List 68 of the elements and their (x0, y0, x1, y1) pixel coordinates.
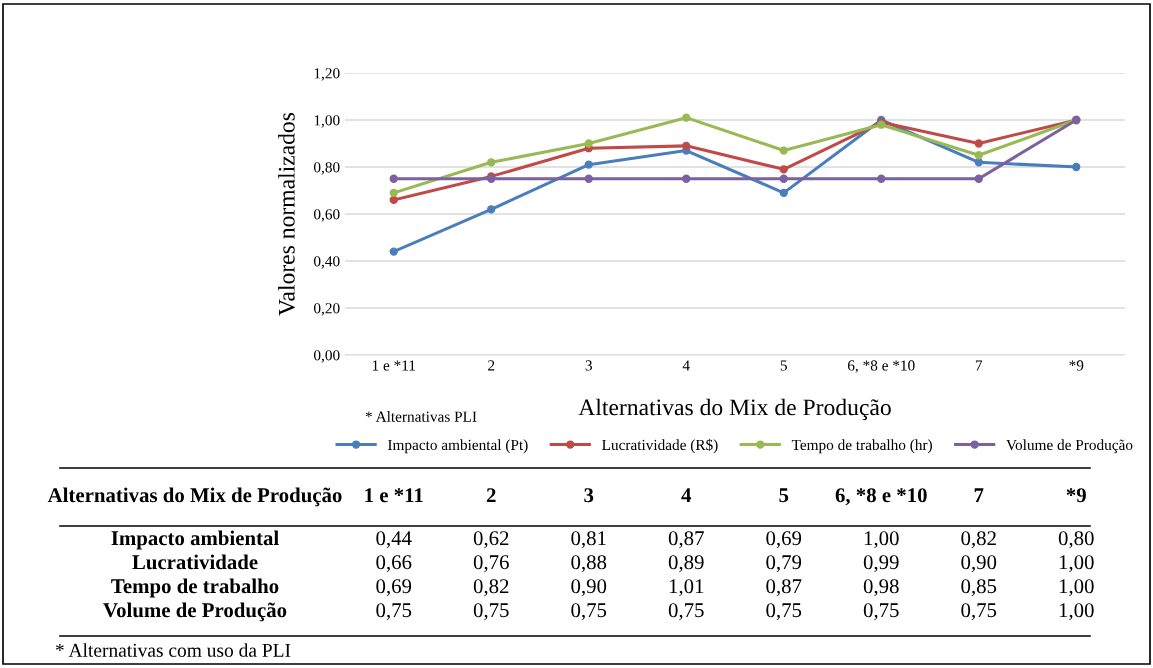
data-label: 0,82 (473, 579, 509, 597)
category-label: 4 (681, 488, 692, 503)
text: Tempo de trabalho (111, 578, 279, 598)
data-label: 0,75 (961, 603, 997, 621)
y-tick-label: 1,20 (314, 68, 340, 81)
x-tick-label: 5 (780, 360, 787, 371)
data-label: 0,62 (473, 531, 509, 549)
legend-label: Impacto ambiental (Pt) (387, 439, 528, 454)
text: Alternativas do Mix de Produção (47, 487, 342, 507)
category-label: 6, *8 e *10 (835, 488, 927, 506)
data-label: 0,66 (376, 555, 412, 573)
category-label: 7 (974, 488, 984, 503)
data-label: 0,69 (376, 579, 412, 597)
data-label: 1,01 (669, 579, 704, 597)
x-tick-label: 6, *8 e *10 (847, 360, 915, 373)
data-label: 1,00 (1059, 579, 1094, 597)
category-label: 1 e *11 (365, 488, 423, 503)
data-label: 0,90 (571, 579, 607, 597)
legend-label: Volume de Produção (1006, 439, 1133, 454)
category-label: 5 (779, 488, 789, 503)
data-label: 0,75 (668, 603, 704, 621)
y-tick-label: 1,00 (314, 115, 340, 128)
category-label: 3 (584, 488, 594, 503)
data-label: 0,98 (863, 579, 899, 597)
data-label: 0,99 (863, 555, 899, 573)
x-axis-title: Alternativas do Mix de Produção (578, 398, 891, 421)
data-label: 0,80 (1058, 531, 1094, 549)
data-label: 0,76 (473, 555, 509, 573)
data-label: 0,87 (668, 531, 704, 549)
data-label: 0,87 (766, 579, 802, 597)
data-label: 0,88 (571, 555, 607, 573)
x-tick-label: *9 (1069, 360, 1084, 371)
y-tick-label: 0,20 (313, 303, 340, 316)
data-label: 0,69 (766, 531, 802, 549)
text: Impacto ambiental (111, 530, 279, 550)
data-label: 0,75 (571, 603, 607, 621)
data-label: 0,85 (961, 579, 997, 597)
text: Volume de Produção (103, 602, 287, 622)
legend-label: Tempo de trabalho (hr) (791, 439, 932, 454)
data-label: 0,79 (766, 555, 802, 573)
x-tick-label: 3 (585, 360, 592, 371)
category-label: *9 (1066, 488, 1086, 503)
x-tick-label: 4 (682, 360, 690, 371)
y-tick-label: 0,00 (313, 350, 340, 363)
data-label: 0,44 (376, 531, 412, 549)
y-tick-label: 0,60 (313, 209, 340, 222)
category-label: 2 (486, 488, 496, 503)
text: * Alternativas com uso da PLI (55, 643, 291, 657)
data-label: 0,75 (863, 603, 899, 621)
y-tick-label: 0,40 (313, 256, 340, 269)
legend-label: Lucratividade (R$) (602, 438, 718, 454)
y-axis-title: Valores normalizados (278, 112, 295, 316)
data-label: 0,81 (571, 531, 606, 549)
data-label: 0,82 (961, 531, 996, 549)
x-tick-label: 7 (975, 360, 983, 371)
data-label: 1,00 (864, 531, 899, 549)
data-label: 1,00 (1059, 555, 1094, 573)
x-tick-label: 2 (488, 360, 495, 371)
data-label: 1,00 (1059, 603, 1094, 621)
x-tick-label: 1 e *11 (372, 360, 416, 371)
data-label: 0,90 (961, 555, 997, 573)
y-tick-label: 0,80 (313, 162, 340, 175)
data-label: 0,89 (668, 555, 704, 573)
text: * Alternativas PLI (365, 411, 477, 422)
data-label: 0,75 (376, 603, 412, 621)
text: Lucratividade (132, 554, 258, 570)
data-label: 0,75 (766, 603, 802, 621)
data-label: 0,75 (473, 603, 509, 621)
